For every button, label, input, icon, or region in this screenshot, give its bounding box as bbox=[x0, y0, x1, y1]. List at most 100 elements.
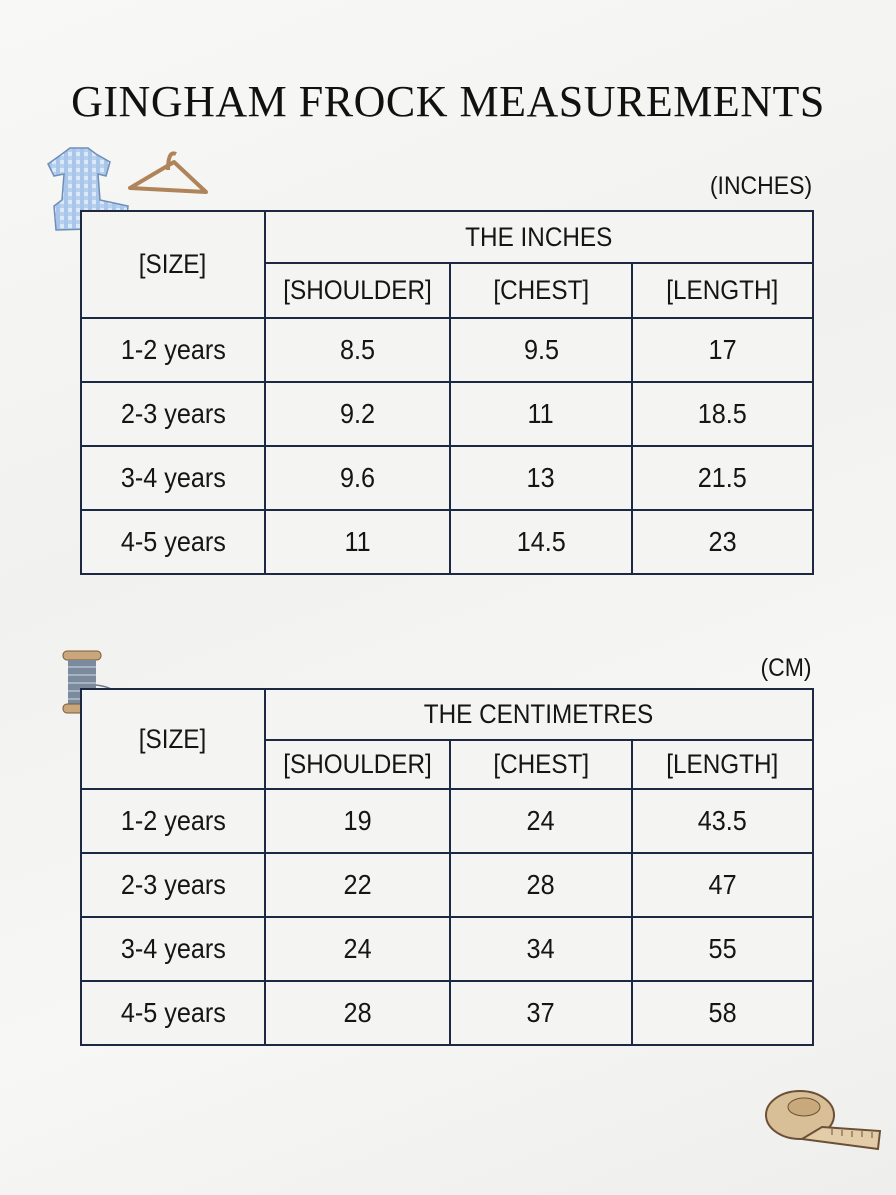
group-header: THE INCHES bbox=[263, 210, 815, 264]
value-cell-text: 14.5 bbox=[516, 526, 566, 557]
data-row: 4-5 years 28 37 58 bbox=[80, 980, 814, 1046]
value-cell-text: 21.5 bbox=[697, 462, 748, 493]
group-header-text: THE INCHES bbox=[465, 221, 613, 252]
value-cell-text: 13 bbox=[526, 462, 556, 493]
value-cell-text: 18.5 bbox=[697, 398, 748, 429]
value-cell-text: 47 bbox=[708, 869, 737, 900]
value-cell: 9.2 bbox=[264, 381, 451, 447]
subheader-row: [SHOULDER] [CHEST] [LENGTH] bbox=[81, 739, 814, 790]
value-cell: 24 bbox=[449, 788, 633, 854]
value-cell-text: 37 bbox=[526, 997, 556, 1028]
value-cell: 9.6 bbox=[264, 445, 451, 511]
value-cell: 47 bbox=[631, 852, 814, 918]
size-cell: 1-2 years bbox=[80, 788, 266, 854]
size-cell-text: 1-2 years bbox=[120, 805, 226, 836]
value-cell: 11 bbox=[264, 509, 451, 575]
size-cell: 1-2 years bbox=[80, 317, 266, 383]
size-cell-text: 4-5 years bbox=[120, 526, 226, 557]
column-header: [SHOULDER] bbox=[264, 739, 451, 790]
size-table: [SIZE] THE CENTIMETRES [SHOULDER] [CHEST] [L… bbox=[80, 688, 814, 1046]
unit-label: (INCHES) bbox=[709, 172, 812, 200]
column-header: [SHOULDER] bbox=[264, 262, 451, 319]
value-cell-text: 11 bbox=[527, 398, 555, 429]
value-cell-text: 23 bbox=[708, 526, 737, 557]
value-cell-text: 24 bbox=[343, 933, 372, 964]
column-header: [CHEST] bbox=[449, 739, 633, 790]
value-cell-text: 22 bbox=[343, 869, 372, 900]
size-cell-text: 3-4 years bbox=[120, 933, 226, 964]
header-row: [SIZE] THE CENTIMETRES bbox=[80, 688, 814, 790]
value-cell-text: 55 bbox=[708, 933, 737, 964]
size-cell-text: 2-3 years bbox=[120, 869, 226, 900]
value-cell: 37 bbox=[449, 980, 633, 1046]
value-cell: 19 bbox=[264, 788, 451, 854]
data-row: 3-4 years 9.6 13 21.5 bbox=[80, 445, 815, 511]
data-row: 2-3 years 9.2 11 18.5 bbox=[80, 381, 815, 447]
header-row: [SIZE] THE INCHES bbox=[80, 210, 815, 319]
value-cell-text: 58 bbox=[708, 997, 737, 1028]
value-cell-text: 9.5 bbox=[523, 334, 559, 365]
value-cell-text: 8.5 bbox=[339, 334, 376, 365]
subheader-row: [SHOULDER] [CHEST] [LENGTH] bbox=[81, 262, 815, 319]
column-header: [LENGTH] bbox=[630, 262, 815, 319]
column-header: [CHEST] bbox=[449, 262, 633, 319]
value-cell: 22 bbox=[264, 852, 451, 918]
title: GINGHAM FROCK MEASUREMENTS bbox=[71, 77, 825, 126]
value-cell-text: 43.5 bbox=[697, 805, 748, 836]
size-cell: 4-5 years bbox=[80, 509, 266, 575]
value-cell: 43.5 bbox=[631, 788, 814, 854]
data-row: 1-2 years 19 24 43.5 bbox=[80, 788, 814, 854]
size-cell: 2-3 years bbox=[80, 852, 266, 918]
data-row: 4-5 years 11 14.5 23 bbox=[80, 509, 815, 575]
value-cell: 17 bbox=[630, 317, 815, 383]
group-header: THE CENTIMETRES bbox=[264, 688, 814, 741]
column-header-text: [CHEST] bbox=[493, 275, 589, 305]
value-cell-text: 9.6 bbox=[339, 462, 376, 493]
data-row: 3-4 years 24 34 55 bbox=[80, 916, 814, 982]
value-cell-text: 17 bbox=[708, 334, 737, 365]
value-cell: 58 bbox=[631, 980, 814, 1046]
value-cell: 18.5 bbox=[630, 381, 815, 447]
size-cell-text: 1-2 years bbox=[120, 334, 226, 365]
size-cell: 3-4 years bbox=[80, 445, 266, 511]
value-cell: 9.5 bbox=[449, 317, 633, 383]
size-header-text: [SIZE] bbox=[139, 723, 207, 754]
column-header-text: [SHOULDER] bbox=[283, 275, 432, 305]
group-header-text: THE CENTIMETRES bbox=[424, 699, 654, 729]
value-cell-text: 34 bbox=[526, 933, 556, 964]
data-row: 1-2 years 8.5 9.5 17 bbox=[80, 317, 815, 383]
value-cell-text: 28 bbox=[526, 869, 556, 900]
column-header-text: [SHOULDER] bbox=[283, 749, 432, 779]
value-cell-text: 11 bbox=[344, 526, 371, 557]
value-cell-text: 19 bbox=[343, 805, 372, 836]
column-header-text: [LENGTH] bbox=[666, 275, 779, 305]
value-cell: 23 bbox=[630, 509, 815, 575]
size-header-text: [SIZE] bbox=[139, 249, 207, 279]
value-cell: 28 bbox=[449, 852, 633, 918]
column-header: [LENGTH] bbox=[631, 739, 814, 790]
column-header-text: [CHEST] bbox=[493, 749, 589, 779]
value-cell: 8.5 bbox=[264, 317, 451, 383]
data-row: 2-3 years 22 28 47 bbox=[80, 852, 814, 918]
value-cell-text: 28 bbox=[343, 997, 372, 1028]
size-cell: 3-4 years bbox=[80, 916, 266, 982]
value-cell-text: 24 bbox=[526, 805, 556, 836]
size-cell-text: 2-3 years bbox=[120, 398, 226, 429]
measuring-tape-icon bbox=[765, 1090, 882, 1151]
value-cell: 34 bbox=[449, 916, 633, 982]
column-header-text: [LENGTH] bbox=[666, 749, 779, 779]
unit-label: (CM) bbox=[760, 654, 812, 682]
value-cell-text: 9.2 bbox=[339, 398, 376, 429]
size-cell-text: 4-5 years bbox=[120, 997, 226, 1028]
value-cell: 14.5 bbox=[449, 509, 633, 575]
value-cell: 24 bbox=[264, 916, 451, 982]
size-header: [SIZE] bbox=[80, 210, 266, 319]
value-cell: 21.5 bbox=[630, 445, 815, 511]
size-header: [SIZE] bbox=[80, 688, 266, 790]
size-table: [SIZE] THE INCHES [SHOULDER] [CHEST] [LENGTH… bbox=[80, 210, 815, 575]
value-cell: 28 bbox=[264, 980, 451, 1046]
value-cell: 55 bbox=[631, 916, 814, 982]
value-cell: 11 bbox=[449, 381, 633, 447]
size-cell-text: 3-4 years bbox=[120, 462, 226, 493]
